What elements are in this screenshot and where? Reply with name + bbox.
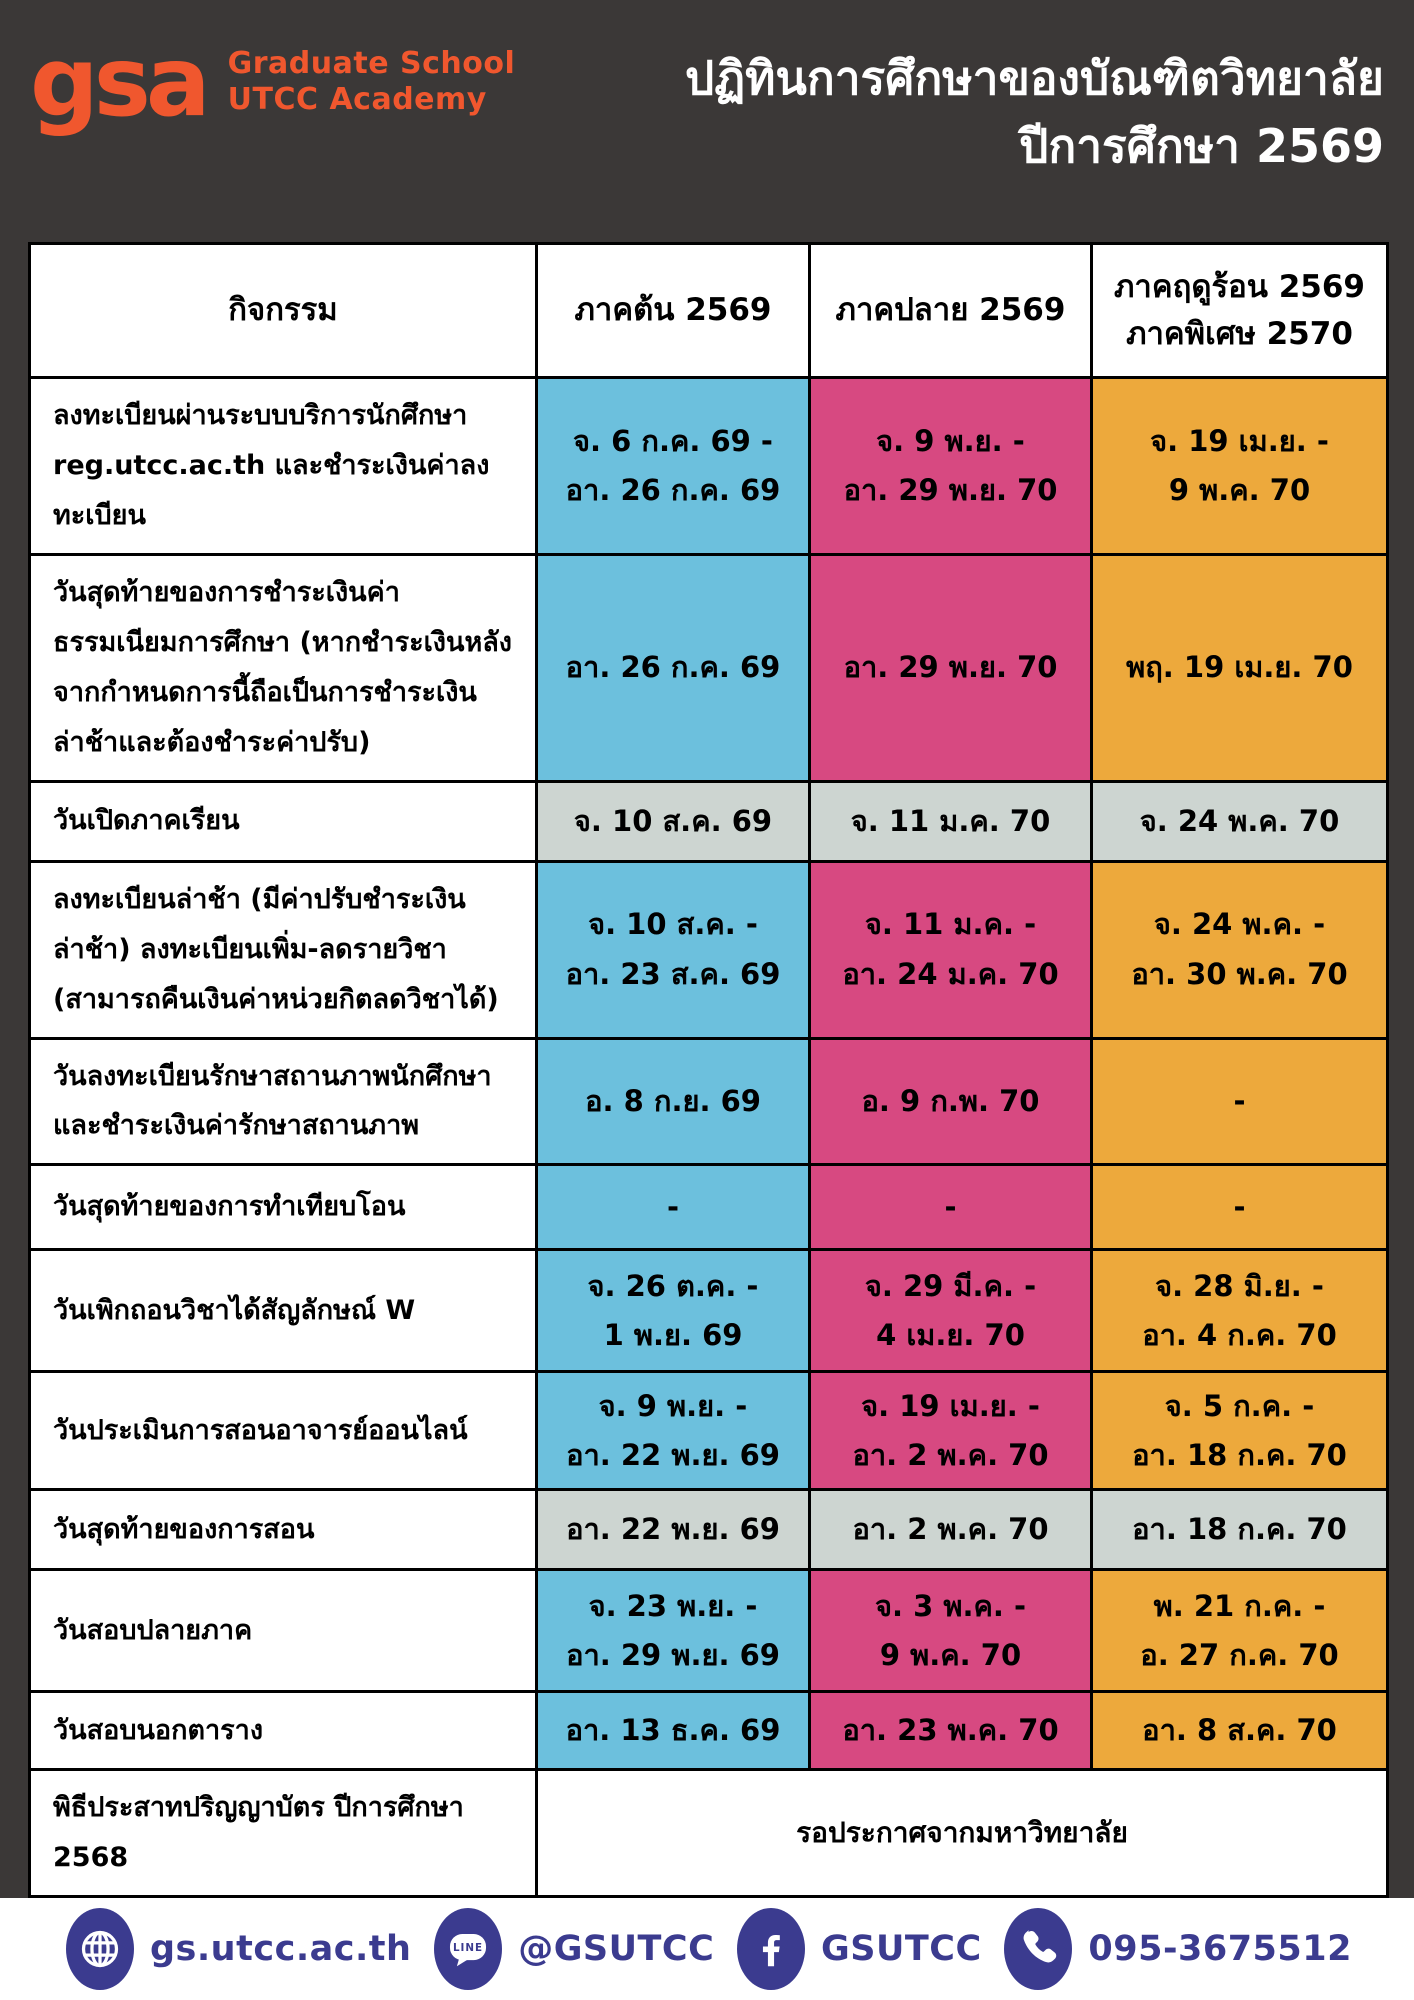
line-icon: LINE: [434, 1908, 503, 1991]
term2-cell: อา. 23 พ.ค. 70: [808, 1690, 1093, 1772]
summer-cell: อา. 18 ก.ค. 70: [1090, 1488, 1389, 1572]
header-summer-line2: ภาคพิเศษ 2570: [1126, 315, 1353, 352]
activity-cell: วันสอบนอกตาราง: [28, 1690, 538, 1772]
calendar-table: กิจกรรม ภาคต้น 2569 ภาคปลาย 2569 ภาคฤดูร…: [28, 242, 1389, 1899]
activity-cell: ลงทะเบียนผ่านระบบบริการนักศึกษา reg.utcc…: [28, 376, 538, 556]
header-cell-activity: กิจกรรม: [28, 242, 538, 380]
facebook-label: GSUTCC: [821, 1929, 982, 1970]
activity-cell: วันเปิดภาคเรียน: [28, 779, 538, 863]
term2-cell: จ. 9 พ.ย. - อา. 29 พ.ย. 70: [808, 376, 1093, 556]
phone-label: 095-3675512: [1088, 1929, 1352, 1970]
activity-cell: วันสุดท้ายของการสอน: [28, 1488, 538, 1572]
term2-cell: จ. 19 เม.ย. - อา. 2 พ.ค. 70: [808, 1370, 1093, 1492]
term1-cell: อา. 26 ก.ค. 69: [535, 552, 811, 783]
term1-cell: จ. 6 ก.ค. 69 - อา. 26 ก.ค. 69: [535, 376, 811, 556]
term1-cell: จ. 9 พ.ย. - อา. 22 พ.ย. 69: [535, 1370, 811, 1492]
activity-cell: วันลงทะเบียนรักษาสถานภาพนักศึกษาและชำระเ…: [28, 1036, 538, 1167]
table-row: วันสอบนอกตาราง อา. 13 ธ.ค. 69 อา. 23 พ.ค…: [28, 1690, 1389, 1772]
term2-cell: จ. 11 ม.ค. 70: [808, 779, 1093, 863]
logo-line2: UTCC Academy: [227, 82, 487, 118]
term1-cell: อา. 22 พ.ย. 69: [535, 1488, 811, 1572]
table-row: วันเปิดภาคเรียน จ. 10 ส.ค. 69 จ. 11 ม.ค.…: [28, 779, 1389, 863]
header-cell-summer: ภาคฤดูร้อน 2569 ภาคพิเศษ 2570: [1090, 242, 1389, 380]
svg-text:LINE: LINE: [453, 1942, 483, 1954]
page-title-line2: ปีการศึกษา 2569: [1019, 119, 1384, 174]
phone-link[interactable]: 095-3675512: [1004, 1908, 1352, 1991]
logo: gsa Graduate School UTCC Academy: [30, 26, 516, 138]
summer-cell: -: [1090, 1163, 1389, 1252]
announcement-cell: รอประกาศจากมหาวิทยาลัย: [535, 1768, 1389, 1899]
logo-text: Graduate School UTCC Academy: [228, 46, 516, 120]
summer-cell: จ. 19 เม.ย. -9 พ.ค. 70: [1090, 376, 1389, 556]
table-row: พิธีประสาทปริญญาบัตร ปีการศึกษา 2568 รอป…: [28, 1768, 1389, 1899]
table-row: วันเพิกถอนวิชาได้สัญลักษณ์ W จ. 26 ต.ค. …: [28, 1248, 1389, 1374]
header-cell-term1: ภาคต้น 2569: [535, 242, 811, 380]
table-row: ลงทะเบียนผ่านระบบบริการนักศึกษา reg.utcc…: [28, 376, 1389, 556]
calendar-table-wrap: กิจกรรม ภาคต้น 2569 ภาคปลาย 2569 ภาคฤดูร…: [0, 180, 1414, 1899]
activity-cell: วันประเมินการสอนอาจารย์ออนไลน์: [28, 1370, 538, 1492]
line-link[interactable]: LINE @GSUTCC: [434, 1908, 715, 1991]
term1-cell: จ. 23 พ.ย. - อา. 29 พ.ย. 69: [535, 1568, 811, 1694]
table-header-row: กิจกรรม ภาคต้น 2569 ภาคปลาย 2569 ภาคฤดูร…: [28, 242, 1389, 380]
activity-cell: วันสุดท้ายของการชำระเงินค่าธรรมเนียมการศ…: [28, 552, 538, 783]
summer-cell: จ. 24 พ.ค. 70: [1090, 779, 1389, 863]
activity-cell: วันสุดท้ายของการทำเทียบโอน: [28, 1163, 538, 1252]
term2-cell: -: [808, 1163, 1093, 1252]
phone-icon: [1004, 1908, 1073, 1991]
activity-cell: พิธีประสาทปริญญาบัตร ปีการศึกษา 2568: [28, 1768, 538, 1899]
term1-cell: อ. 8 ก.ย. 69: [535, 1036, 811, 1167]
term1-cell: จ. 10 ส.ค. - อา. 23 ส.ค. 69: [535, 859, 811, 1040]
globe-icon: [66, 1908, 134, 1991]
term2-cell: จ. 29 มี.ค. -4 เม.ย. 70: [808, 1248, 1093, 1374]
term1-cell: จ. 10 ส.ค. 69: [535, 779, 811, 863]
website-link[interactable]: gs.utcc.ac.th: [66, 1908, 412, 1991]
header: gsa Graduate School UTCC Academy ปฏิทินก…: [0, 0, 1414, 180]
summer-cell: -: [1090, 1036, 1389, 1167]
summer-cell: จ. 24 พ.ค. - อา. 30 พ.ค. 70: [1090, 859, 1389, 1040]
summer-cell: พ. 21 ก.ค. - อ. 27 ก.ค. 70: [1090, 1568, 1389, 1694]
table-row: วันสุดท้ายของการชำระเงินค่าธรรมเนียมการศ…: [28, 552, 1389, 783]
term2-cell: จ. 3 พ.ค. -9 พ.ค. 70: [808, 1568, 1093, 1694]
website-label: gs.utcc.ac.th: [150, 1929, 412, 1970]
summer-cell: อา. 8 ส.ค. 70: [1090, 1690, 1389, 1772]
summer-cell: จ. 5 ก.ค. - อา. 18 ก.ค. 70: [1090, 1370, 1389, 1492]
term2-cell: อ. 9 ก.พ. 70: [808, 1036, 1093, 1167]
activity-cell: วันเพิกถอนวิชาได้สัญลักษณ์ W: [28, 1248, 538, 1374]
page-title: ปฏิทินการศึกษาของบัณฑิตวิทยาลัย ปีการศึก…: [685, 44, 1384, 180]
logo-line1: Graduate School: [227, 45, 516, 81]
table-row: วันสอบปลายภาค จ. 23 พ.ย. - อา. 29 พ.ย. 69…: [28, 1568, 1389, 1694]
summer-cell: จ. 28 มิ.ย. - อา. 4 ก.ค. 70: [1090, 1248, 1389, 1374]
header-summer-line1: ภาคฤดูร้อน 2569: [1113, 269, 1365, 306]
summer-cell: พฤ. 19 เม.ย. 70: [1090, 552, 1389, 783]
term2-cell: อา. 29 พ.ย. 70: [808, 552, 1093, 783]
header-cell-term2: ภาคปลาย 2569: [808, 242, 1093, 380]
facebook-icon: [737, 1908, 806, 1991]
table-row: ลงทะเบียนล่าช้า (มีค่าปรับชำระเงินล่าช้า…: [28, 859, 1389, 1040]
page-title-line1: ปฏิทินการศึกษาของบัณฑิตวิทยาลัย: [685, 51, 1384, 105]
term1-cell: -: [535, 1163, 811, 1252]
table-row: วันลงทะเบียนรักษาสถานภาพนักศึกษาและชำระเ…: [28, 1036, 1389, 1167]
term1-cell: อา. 13 ธ.ค. 69: [535, 1690, 811, 1772]
activity-cell: ลงทะเบียนล่าช้า (มีค่าปรับชำระเงินล่าช้า…: [28, 859, 538, 1040]
table-row: วันสุดท้ายของการทำเทียบโอน - - -: [28, 1163, 1389, 1252]
table-row: วันสุดท้ายของการสอน อา. 22 พ.ย. 69 อา. 2…: [28, 1488, 1389, 1572]
term1-cell: จ. 26 ต.ค. -1 พ.ย. 69: [535, 1248, 811, 1374]
term2-cell: จ. 11 ม.ค. - อา. 24 ม.ค. 70: [808, 859, 1093, 1040]
contact-bar: gs.utcc.ac.th LINE @GSUTCC GSUTCC: [0, 1898, 1414, 2000]
gsa-logo-mark: gsa: [30, 26, 211, 138]
table-row: วันประเมินการสอนอาจารย์ออนไลน์ จ. 9 พ.ย.…: [28, 1370, 1389, 1492]
activity-cell: วันสอบปลายภาค: [28, 1568, 538, 1694]
facebook-link[interactable]: GSUTCC: [737, 1908, 982, 1991]
term2-cell: อา. 2 พ.ค. 70: [808, 1488, 1093, 1572]
line-label: @GSUTCC: [518, 1929, 715, 1970]
